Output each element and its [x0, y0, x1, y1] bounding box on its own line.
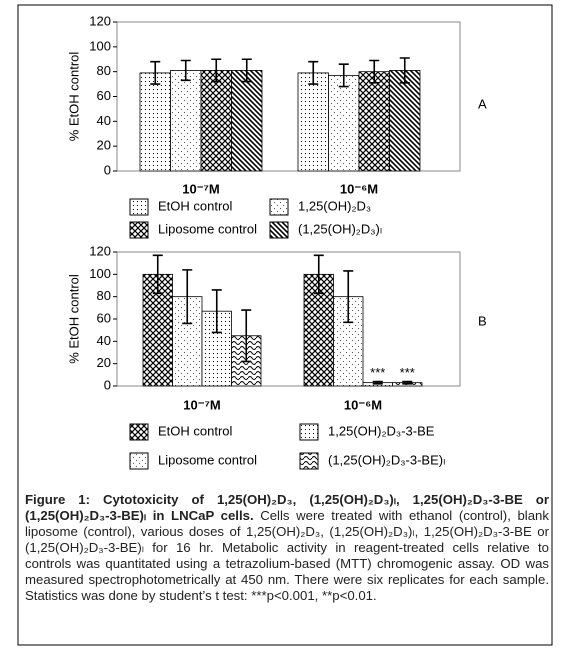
y-tick-label: 80 — [97, 63, 111, 78]
error-bar — [372, 380, 383, 385]
bar — [389, 70, 421, 172]
error-bar — [150, 60, 161, 85]
legend-swatch — [269, 198, 289, 216]
y-tick-label: 40 — [97, 113, 111, 128]
x-tick-label: 10⁻⁷M — [182, 181, 220, 196]
y-tick-label: 60 — [97, 310, 111, 325]
y-tick-label: 100 — [89, 266, 111, 281]
error-bar — [211, 58, 222, 83]
error-bar — [343, 270, 354, 324]
y-tick-label: 40 — [97, 333, 111, 348]
bar — [139, 72, 171, 172]
x-tick-label: 10⁻⁶M — [344, 397, 382, 412]
error-bar — [338, 63, 349, 88]
legend-label: (1,25(OH)₂D₃-3-BE)ₗ — [328, 452, 445, 467]
error-bar — [308, 60, 319, 85]
panel-label: B — [478, 313, 487, 328]
x-tick-label: 10⁻⁷M — [183, 397, 221, 412]
bar — [358, 71, 390, 172]
legend-swatch — [299, 423, 319, 441]
legend-swatch — [129, 423, 149, 441]
bar — [200, 70, 232, 172]
error-bar — [399, 57, 410, 84]
y-tick-label: 100 — [89, 38, 111, 53]
legend-label: 1,25(OH)₂D₃-3-BE — [328, 423, 435, 438]
legend-label: (1,25(OH)₂D₃)ₗ — [298, 221, 382, 236]
error-bar — [211, 289, 222, 334]
error-bar — [180, 59, 191, 82]
bar — [231, 70, 263, 172]
y-tick-label: 20 — [97, 138, 111, 153]
error-bar — [402, 380, 413, 385]
bar — [297, 72, 329, 172]
legend-swatch — [129, 452, 149, 470]
y-axis-label: % EtOH control — [66, 274, 81, 364]
legend-swatch — [129, 221, 149, 239]
y-tick-label: 0 — [104, 162, 111, 177]
figure-border — [17, 4, 553, 646]
y-tick-label: 120 — [89, 243, 111, 258]
legend-label: EtOH control — [158, 423, 233, 438]
error-bar — [369, 59, 380, 84]
error-bar — [241, 309, 252, 363]
caption-title: Figure 1: Cytotoxicity of 1,25(OH)₂D₃, (… — [25, 492, 549, 523]
panel-label: A — [478, 96, 487, 111]
bar — [170, 70, 202, 172]
legend-label: Liposome control — [158, 452, 257, 467]
legend-swatch — [269, 221, 289, 239]
bar — [328, 74, 360, 172]
y-tick-label: 60 — [97, 88, 111, 103]
legend-label: 1,25(OH)₂D₃ — [298, 198, 371, 213]
error-bar — [241, 58, 252, 83]
error-bar — [182, 269, 193, 325]
caption-text: Cells were treated with ethanol (control… — [25, 508, 549, 603]
annotation: *** — [400, 365, 415, 380]
legend-swatch — [299, 452, 319, 470]
legend-label: Liposome control — [158, 221, 257, 236]
caption: Figure 1: Cytotoxicity of 1,25(OH)₂D₃, (… — [25, 492, 549, 604]
error-bar — [313, 254, 324, 295]
annotation: *** — [370, 365, 385, 380]
y-tick-label: 20 — [97, 355, 111, 370]
error-bar — [152, 254, 163, 295]
y-tick-label: 120 — [89, 13, 111, 28]
y-tick-label: 80 — [97, 288, 111, 303]
legend-label: EtOH control — [158, 198, 233, 213]
y-tick-label: 0 — [104, 377, 111, 392]
y-axis-label: % EtOH control — [66, 52, 81, 142]
legend-swatch — [129, 198, 149, 216]
x-tick-label: 10⁻⁶M — [340, 181, 378, 196]
